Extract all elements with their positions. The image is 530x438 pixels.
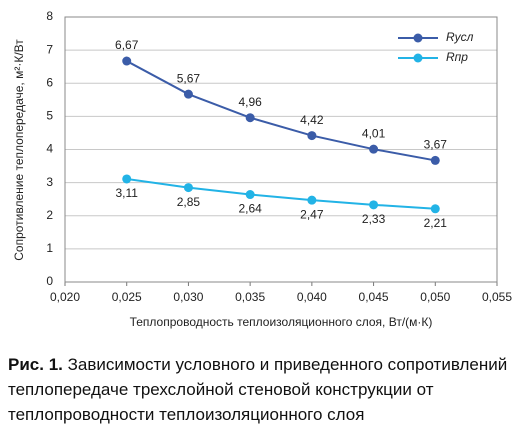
point: [183, 183, 193, 193]
x-tick-label: 0,020: [50, 290, 80, 304]
y-tick-label: 0: [46, 274, 53, 288]
point: [369, 200, 379, 210]
point: [430, 155, 440, 165]
data-label: 2,47: [300, 207, 324, 221]
data-label: 2,21: [424, 216, 448, 230]
series-line: [126, 60, 436, 162]
data-label: 2,64: [238, 202, 262, 216]
x-tick-label: 0,040: [297, 290, 327, 304]
y-tick-label: 1: [46, 241, 53, 255]
data-label: 5,67: [177, 71, 201, 85]
legend-label: Rпр: [446, 50, 468, 64]
point: [245, 190, 255, 200]
y-tick-label: 4: [46, 142, 53, 156]
data-label: 2,33: [362, 212, 386, 226]
x-tick-label: 0,030: [173, 290, 203, 304]
data-label: 6,67: [115, 38, 139, 52]
x-tick-label: 0,045: [359, 290, 389, 304]
legend-marker: [413, 53, 423, 63]
y-tick-label: 2: [46, 208, 53, 222]
data-label: 3,11: [115, 186, 138, 200]
plot-frame: [64, 16, 498, 283]
y-tick-label: 7: [46, 42, 53, 56]
point: [307, 195, 317, 205]
legend-marker: [413, 33, 423, 43]
x-tick-label: 0,055: [482, 290, 512, 304]
point: [183, 89, 193, 99]
x-tick-label: 0,025: [112, 290, 142, 304]
data-label: 4,96: [238, 95, 262, 109]
data-label: 4,42: [300, 113, 324, 127]
point: [369, 144, 379, 154]
data-label: 2,85: [177, 195, 201, 209]
caption-label: Рис. 1.: [8, 355, 63, 374]
caption-text: Зависимости условного и приведенного соп…: [8, 355, 508, 424]
point: [122, 56, 132, 66]
x-tick-label: 0,035: [235, 290, 265, 304]
caption: Рис. 1. Зависимости условного и приведен…: [8, 352, 523, 427]
y-tick-label: 8: [46, 9, 53, 23]
y-axis-label: Сопротивление теплопередаче, м²·К/Вт: [12, 39, 26, 261]
x-tick-label: 0,050: [420, 290, 450, 304]
y-tick-label: 3: [46, 175, 53, 189]
legend-label: Rусл: [446, 30, 474, 44]
data-label: 4,01: [362, 126, 386, 140]
data-label: 3,67: [424, 138, 448, 152]
point: [245, 113, 255, 123]
point: [430, 204, 440, 214]
y-tick-label: 5: [46, 109, 53, 123]
chart: Сопротивление теплопередаче, м²·К/Вт Теп…: [12, 9, 512, 329]
y-tick-label: 6: [46, 75, 53, 89]
x-axis-label: Теплопроводность теплоизоляционного слоя…: [130, 315, 433, 329]
series-line: [126, 177, 436, 210]
point: [307, 131, 317, 141]
point: [122, 174, 132, 184]
